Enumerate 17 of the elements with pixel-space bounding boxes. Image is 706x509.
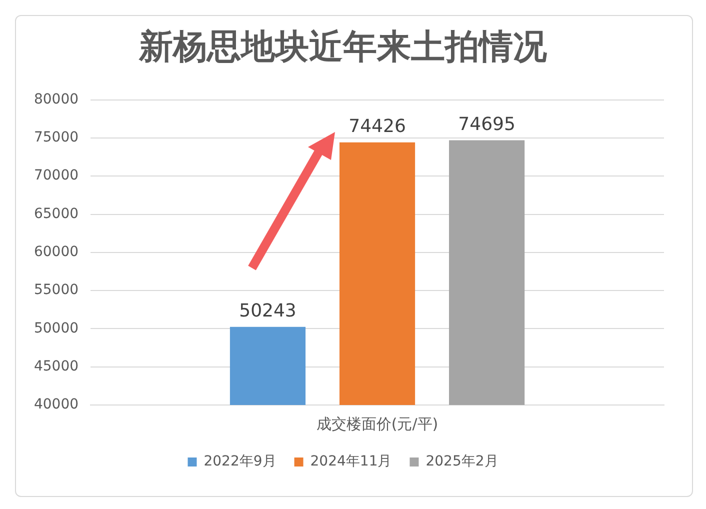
y-tick-label: 80000	[34, 91, 79, 108]
y-tick-label: 70000	[34, 168, 79, 184]
y-tick-label: 75000	[34, 130, 79, 146]
y-tick-label: 60000	[34, 244, 79, 260]
data-label: 74695	[458, 114, 516, 135]
legend-label: 2025年2月	[426, 454, 498, 470]
x-tick-label: 成交楼面价(元/平)	[316, 414, 438, 433]
y-tick-label: 50000	[34, 320, 79, 336]
y-tick-label: 40000	[34, 396, 79, 413]
data-label: 50243	[239, 300, 296, 322]
chart-title: 新杨思地块近年来土拍情况	[138, 27, 548, 68]
legend-label: 2024年11月	[310, 454, 392, 470]
legend-label: 2022年9月	[204, 454, 276, 470]
y-tick-label: 45000	[34, 358, 79, 374]
y-tick-label: 65000	[34, 206, 79, 222]
data-label: 74426	[348, 116, 406, 137]
y-tick-label: 55000	[34, 282, 79, 298]
